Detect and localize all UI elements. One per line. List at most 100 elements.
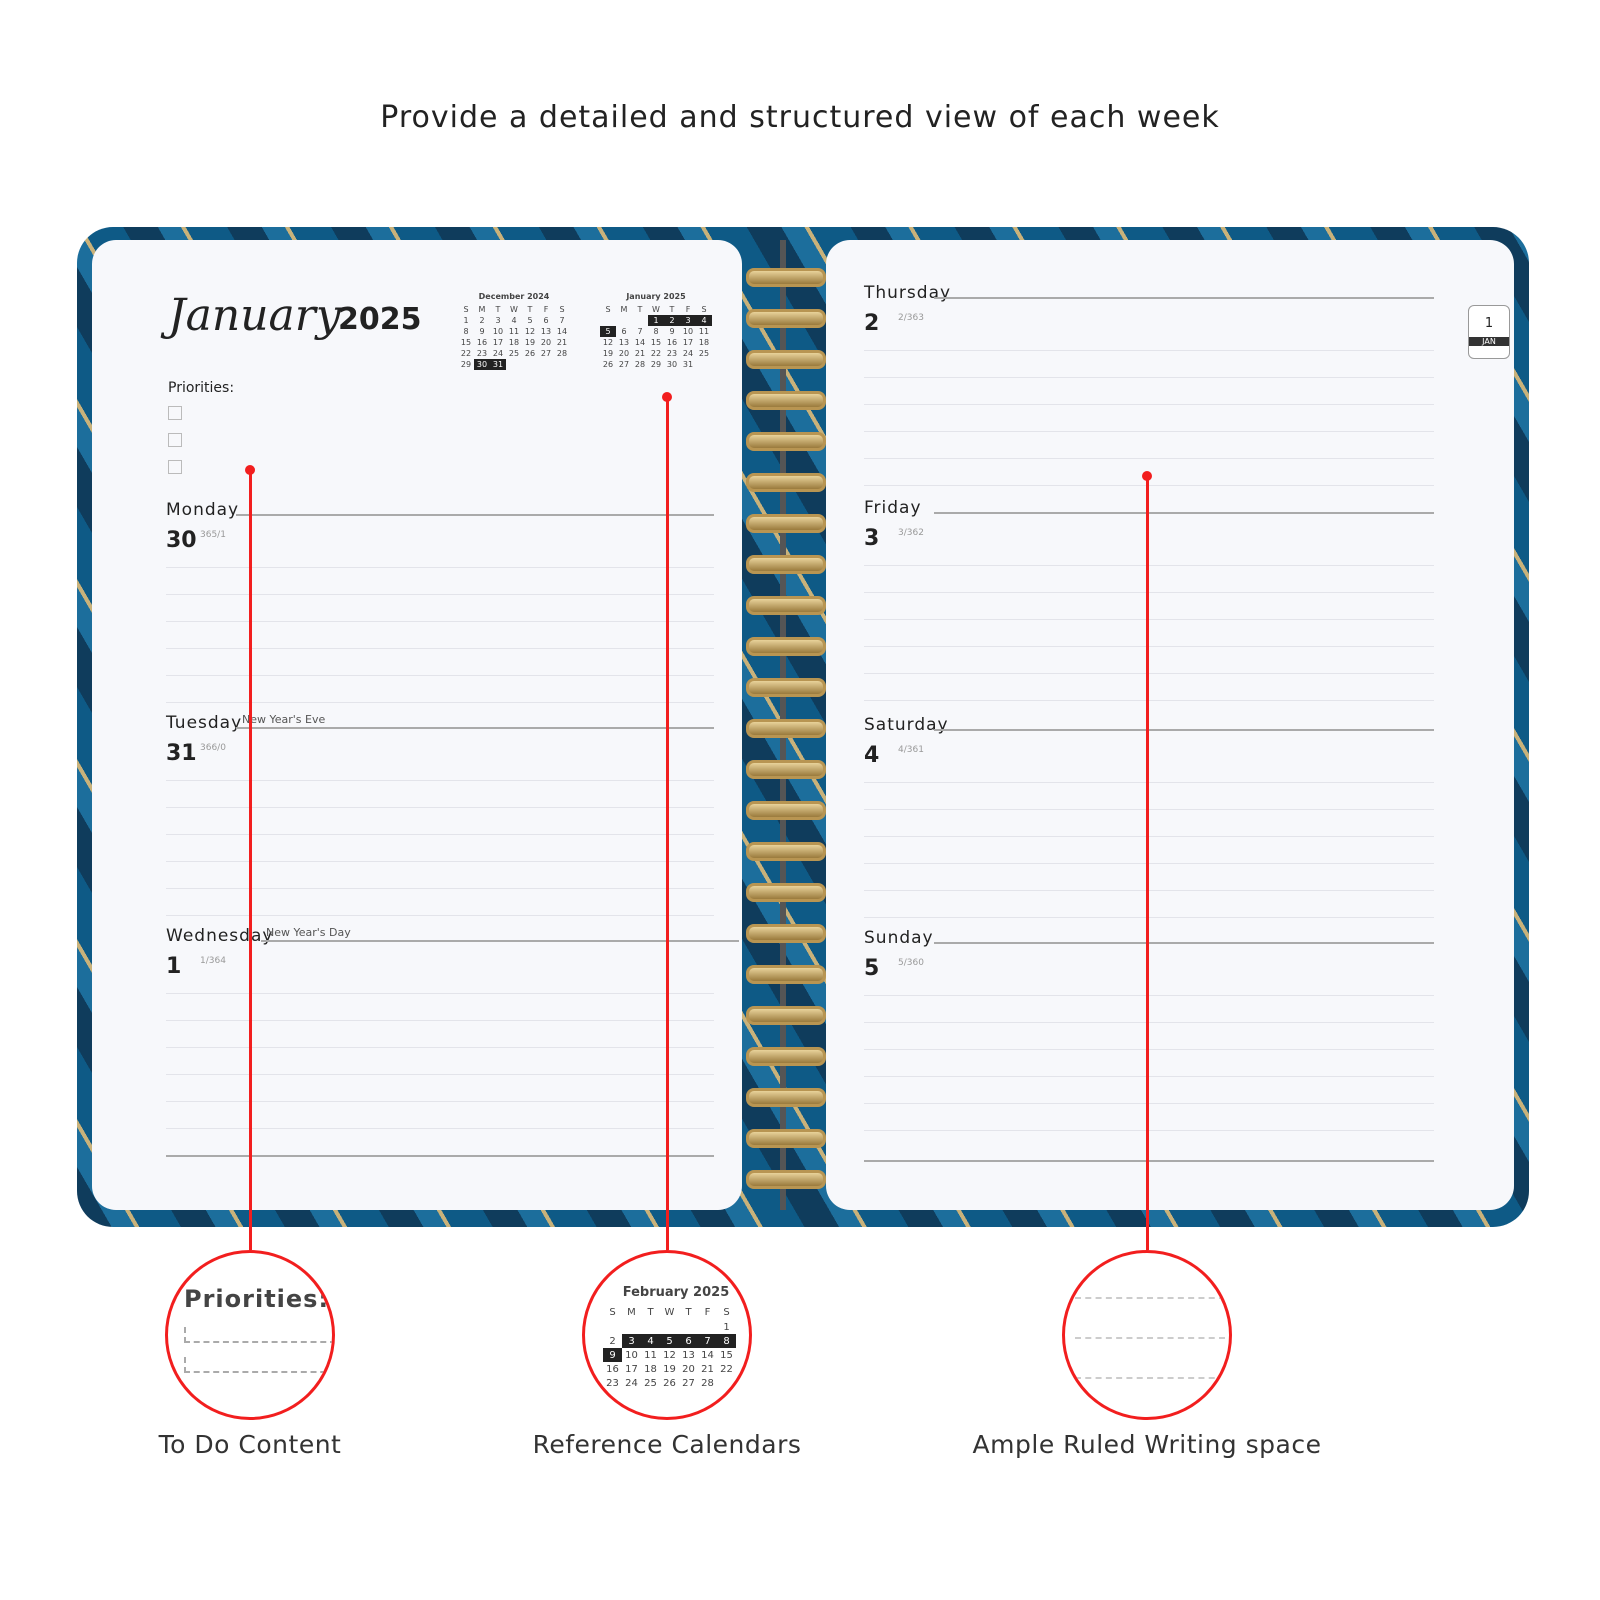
writing-line — [166, 675, 714, 676]
calendar-day: 19 — [602, 349, 614, 358]
writing-line — [864, 673, 1434, 674]
calendar-day: 2 — [479, 316, 485, 325]
writing-line — [166, 621, 714, 622]
weekday-header: S — [609, 1306, 616, 1318]
calendar-day: 7 — [559, 316, 565, 325]
calendar-day: 5 — [600, 326, 616, 337]
spiral-ring — [746, 1047, 826, 1066]
weekday-header: F — [543, 305, 549, 314]
zoom-calendar: February 2025 S M T W T F S 1 2 3 4 5 6 7 8 9 10 11 12 13 14 1… — [603, 1285, 749, 1390]
calendar-day: 9 — [479, 327, 485, 336]
priorities-zoom-text: Priorities: — [184, 1285, 330, 1313]
calendar-day — [641, 1320, 660, 1334]
callout-zoom-circle: Priorities: — [165, 1250, 335, 1420]
writing-line — [864, 485, 1434, 486]
callout-line — [1146, 476, 1149, 1250]
spiral-ring — [746, 842, 826, 861]
calendar-day: 12 — [663, 1349, 676, 1361]
day-name: Saturday — [864, 715, 949, 735]
calendar-day: 13 — [682, 1349, 695, 1361]
headline: Provide a detailed and structured view o… — [380, 100, 1220, 135]
ruled-zoom-line — [1075, 1283, 1225, 1299]
writing-line — [166, 780, 714, 781]
weekday-header: S — [463, 305, 469, 314]
day-number: 31 — [166, 741, 197, 766]
writing-line — [166, 861, 714, 862]
writing-line — [166, 1047, 714, 1048]
calendar-day: 15 — [720, 1349, 733, 1361]
calendar-day: 30 — [474, 359, 490, 370]
spiral-ring — [746, 391, 826, 410]
calendar-day: 3 — [680, 315, 696, 326]
bottom-rule — [166, 1155, 714, 1157]
priorities-label: Priorities: — [168, 380, 235, 396]
day-header-rule — [236, 514, 714, 516]
calendar-day — [603, 1320, 622, 1334]
calendar-day: 13 — [618, 338, 630, 347]
calendar-day: 6 — [679, 1334, 698, 1348]
day-number: 5 — [864, 956, 880, 981]
calendar-title: December 2024 — [478, 292, 550, 301]
priority-zoom-checkbox-line — [184, 1327, 332, 1343]
day-number: 4 — [864, 743, 880, 768]
spiral-ring — [746, 350, 826, 369]
spiral-ring — [746, 678, 826, 697]
calendar-day: 4 — [511, 316, 517, 325]
weekday-header: T — [647, 1306, 654, 1318]
writing-line — [166, 915, 714, 916]
weekday-header: T — [527, 305, 533, 314]
writing-line — [864, 1130, 1434, 1131]
weekday-header: T — [669, 305, 675, 314]
calendar-day: 15 — [460, 338, 472, 347]
priority-checkbox[interactable] — [168, 460, 182, 474]
writing-line — [864, 350, 1434, 351]
calendar-day: 8 — [717, 1334, 736, 1348]
day-name: Thursday — [864, 283, 952, 303]
day-name: Wednesday — [166, 926, 274, 946]
calendar-day: 17 — [682, 338, 694, 347]
day-of-year: 366/0 — [200, 743, 226, 753]
month-tab[interactable]: 1 JAN — [1468, 305, 1510, 359]
callout-caption: Ample Ruled Writing space — [972, 1430, 1322, 1459]
calendar-day: 22 — [650, 349, 662, 358]
priority-checkbox[interactable] — [168, 433, 182, 447]
calendar-day: 25 — [698, 349, 710, 358]
calendar-day: 9 — [669, 327, 675, 336]
calendar-day: 15 — [650, 338, 662, 347]
calendar-day: 13 — [540, 327, 552, 336]
calendar-day — [522, 359, 538, 370]
day-header-rule — [934, 512, 1434, 514]
priority-checkbox[interactable] — [168, 406, 182, 420]
day-of-year: 1/364 — [200, 956, 226, 966]
calendar-day — [506, 359, 522, 370]
calendar-day: 12 — [524, 327, 536, 336]
spiral-ring — [746, 268, 826, 287]
calendar-day: 7 — [637, 327, 643, 336]
weekday-header: F — [704, 1306, 711, 1318]
calendar-day: 1 — [463, 316, 469, 325]
writing-line — [864, 890, 1434, 891]
calendar-day: 25 — [644, 1377, 657, 1389]
calendar-day — [554, 359, 570, 370]
calendar-day: 19 — [524, 338, 536, 347]
calendar-day: 21 — [634, 349, 646, 358]
day-header-rule — [934, 729, 1434, 731]
calendar-day — [538, 359, 554, 370]
weekday-header: F — [685, 305, 691, 314]
writing-line — [864, 917, 1434, 918]
day-of-year: 5/360 — [898, 958, 924, 968]
callout-line — [249, 470, 252, 1250]
day-name: Sunday — [864, 928, 934, 948]
calendar-day: 11 — [644, 1349, 657, 1361]
day-of-year: 365/1 — [200, 530, 226, 540]
writing-line — [166, 1128, 714, 1129]
writing-line — [166, 648, 714, 649]
writing-line — [864, 863, 1434, 864]
calendar-day: 21 — [701, 1363, 714, 1375]
writing-line — [864, 836, 1434, 837]
writing-line — [166, 993, 714, 994]
ruled-zoom-line — [1075, 1363, 1225, 1379]
calendar-day: 23 — [606, 1377, 619, 1389]
calendar-day: 24 — [492, 349, 504, 358]
weekday-header: S — [605, 305, 611, 314]
